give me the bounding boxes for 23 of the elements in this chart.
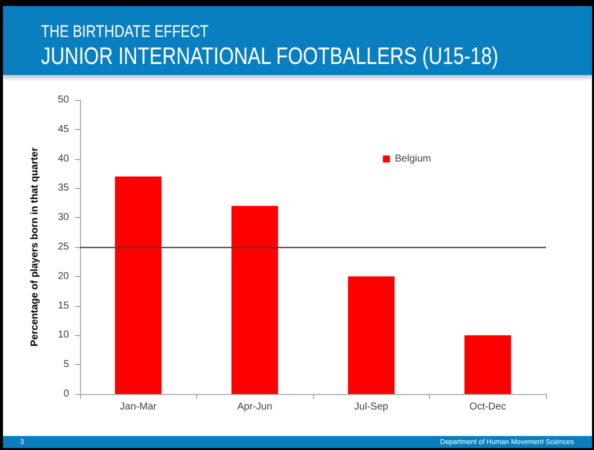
bar <box>231 206 278 394</box>
y-tick-label: 0 <box>63 388 70 400</box>
y-tick-label: 10 <box>58 330 70 341</box>
y-tick-label: 30 <box>58 212 70 224</box>
chart-subtitle: JUNIOR INTERNATIONAL FOOTBALLERS (U15-18) <box>41 43 498 71</box>
y-tick-label: 25 <box>58 242 70 252</box>
chart-title: THE BIRTHDATE EFFECT <box>41 22 209 42</box>
y-tick-label: 45 <box>58 124 70 135</box>
y-tick-label: 40 <box>58 153 70 164</box>
x-tick-label: Jul-Sep <box>354 402 389 412</box>
y-tick-label: 20 <box>58 270 70 282</box>
bar <box>348 276 395 394</box>
x-tick-label: Oct-Dec <box>469 402 506 412</box>
y-tick-label: 15 <box>58 300 70 312</box>
legend-label: Belgium <box>394 154 432 164</box>
bar <box>114 176 162 394</box>
x-tick-label: Jan-Mar <box>120 402 158 412</box>
x-tick-label: Apr-Jun <box>237 402 272 412</box>
bar <box>464 335 512 394</box>
y-tick-label: 50 <box>58 94 70 106</box>
y-tick-label: 35 <box>58 182 70 194</box>
y-axis-title: Percentage of players born in that quarter <box>30 147 40 346</box>
y-tick-label: 5 <box>63 359 70 370</box>
